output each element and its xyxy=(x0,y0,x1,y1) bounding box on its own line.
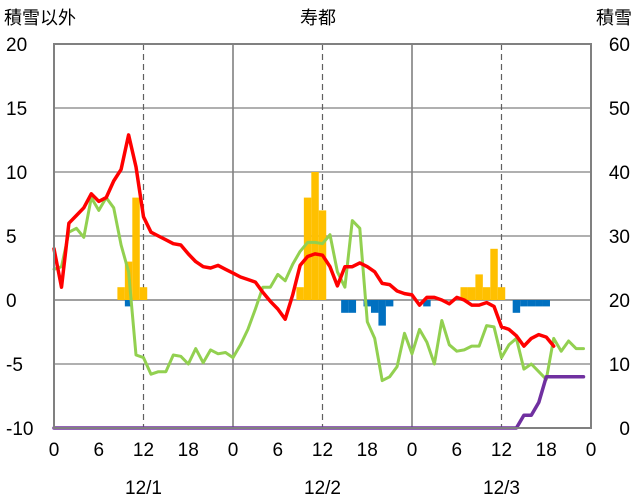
x-tick-label: 6 xyxy=(451,440,462,461)
left-tick-label: 5 xyxy=(6,227,17,248)
precip-bar xyxy=(460,287,468,300)
precip-bar xyxy=(139,287,148,300)
left-tick-label: -10 xyxy=(6,419,33,440)
snow-change-bar xyxy=(520,300,528,307)
right-tick-label: 20 xyxy=(609,291,630,312)
chart-title: 寿都 xyxy=(300,8,336,29)
day-label: 12/1 xyxy=(125,478,162,499)
x-tick-label: 12 xyxy=(133,440,154,461)
right-tick-label: 10 xyxy=(609,355,630,376)
left-tick-label: -5 xyxy=(6,355,23,376)
left-tick-label: 0 xyxy=(6,291,17,312)
x-tick-label: 12 xyxy=(312,440,333,461)
right-tick-label: 60 xyxy=(609,35,630,56)
x-tick-label: 18 xyxy=(536,440,557,461)
x-tick-label: 18 xyxy=(178,440,199,461)
snow-change-bar xyxy=(385,300,394,307)
x-tick-label: 0 xyxy=(228,440,239,461)
left-axis-label: 積雪以外 xyxy=(4,8,76,29)
precip-bar xyxy=(296,287,304,300)
right-tick-label: 50 xyxy=(609,99,630,120)
right-axis-label: 積雪 xyxy=(596,8,632,29)
x-tick-label: 0 xyxy=(49,440,60,461)
left-tick-label: 10 xyxy=(6,163,27,184)
snow-change-bar xyxy=(378,300,386,326)
x-tick-label: 12 xyxy=(491,440,512,461)
precip-bar xyxy=(475,274,483,300)
day-label: 12/3 xyxy=(483,478,520,499)
x-tick-label: 6 xyxy=(93,440,104,461)
day-label: 12/2 xyxy=(304,478,341,499)
left-tick-label: 15 xyxy=(6,99,27,120)
right-tick-label: 30 xyxy=(609,227,630,248)
snow-change-bars xyxy=(124,300,550,326)
precip-bar xyxy=(490,248,498,300)
x-tick-label: 0 xyxy=(586,440,597,461)
snow-depth-line xyxy=(52,375,586,430)
precip-bar xyxy=(482,287,491,300)
snow-change-bar xyxy=(542,300,550,307)
precip-bar xyxy=(303,197,312,300)
left-tick-label: 20 xyxy=(6,35,27,56)
precip-bar xyxy=(117,287,125,300)
precip-bar xyxy=(311,172,319,300)
snow-change-bar xyxy=(512,300,521,313)
plot-area xyxy=(52,133,586,430)
temperature-line xyxy=(52,133,556,348)
snow-change-bar xyxy=(370,300,379,313)
plot-frame xyxy=(53,43,592,429)
snow-change-bar xyxy=(341,300,349,313)
x-tick-label: 18 xyxy=(357,440,378,461)
snow-change-bar xyxy=(423,300,431,307)
snow-change-bar xyxy=(527,300,536,307)
precip-bar xyxy=(132,197,140,300)
snow-change-bar xyxy=(124,300,133,307)
right-tick-label: 40 xyxy=(609,163,630,184)
x-tick-label: 6 xyxy=(272,440,283,461)
right-tick-label: 0 xyxy=(619,419,630,440)
dewpoint-line xyxy=(52,196,585,383)
precip-bar xyxy=(497,287,506,300)
precip-bar xyxy=(467,287,476,300)
snow-change-bar xyxy=(535,300,543,307)
x-tick-label: 0 xyxy=(407,440,418,461)
snow-change-bar xyxy=(348,300,357,313)
